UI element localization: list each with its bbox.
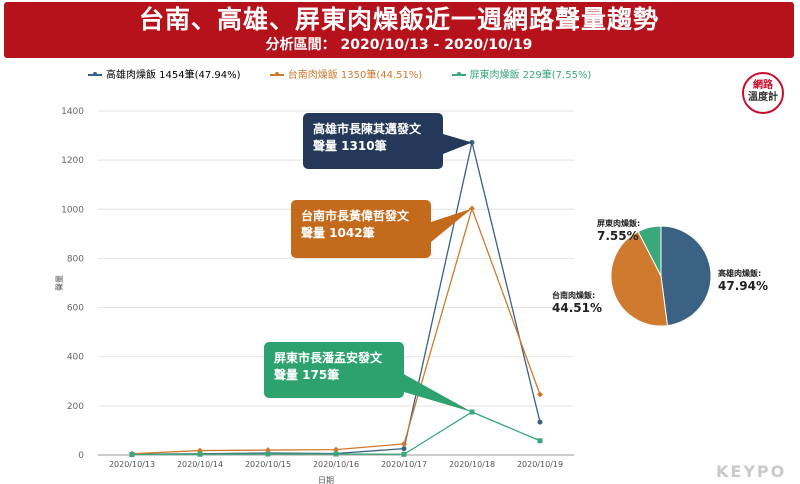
data-point xyxy=(537,438,543,444)
title-banner: 台南、高雄、屏東肉燥飯近一週網路聲量趨勢 分析區間： 2020/10/13 - … xyxy=(4,2,794,58)
legend-swatch xyxy=(88,72,102,76)
annotation-text: 台南市長黃偉哲發文 xyxy=(301,209,410,223)
data-point xyxy=(537,419,543,425)
legend-swatch xyxy=(451,72,466,76)
legend-label: 屏東肉燥飯 229筆(7.55%) xyxy=(469,70,592,81)
x-tick-label: 2020/10/17 xyxy=(381,460,427,469)
annotation-text: 屏東市長潘孟安發文 xyxy=(274,351,383,365)
data-point xyxy=(401,440,407,447)
annotation-kaohsiung: 高雄市長陳其邁發文 聲量 1310筆 xyxy=(303,113,443,169)
annotation-pointer xyxy=(443,134,472,154)
legend-item-pingtung[interactable]: 屏東肉燥飯 229筆(7.55%) xyxy=(451,66,592,81)
data-point xyxy=(333,446,339,453)
pie-slice xyxy=(610,230,669,327)
page-title: 台南、高雄、屏東肉燥飯近一週網路聲量趨勢 xyxy=(138,5,659,34)
logo-text: 溫度計 xyxy=(748,92,778,103)
x-tick-label: 2020/10/15 xyxy=(245,460,291,469)
page-subtitle: 分析區間： 2020/10/13 - 2020/10/19 xyxy=(265,37,533,53)
y-tick-label: 1000 xyxy=(61,205,84,215)
brand-logo: 網路 溫度計 xyxy=(742,72,784,114)
pie-label-name: 台南肉燥飯: xyxy=(552,291,596,300)
legend-label: 高雄肉燥飯 1454筆(47.94%) xyxy=(106,70,241,81)
y-tick-label: 0 xyxy=(78,451,84,461)
pie-label-pingtung: 屏東肉燥飯: 7.55% xyxy=(597,218,640,242)
data-point xyxy=(333,451,339,457)
annotation-pointer xyxy=(431,208,472,242)
chart-legend: 高雄肉燥飯 1454筆(47.94%) 台南肉燥飯 1350筆(44.51%) … xyxy=(88,66,617,81)
y-tick-label: 800 xyxy=(67,254,84,264)
data-point xyxy=(265,451,271,457)
annotation-text: 聲量 1042筆 xyxy=(301,226,375,240)
y-axis-title: 聲量 xyxy=(55,275,64,291)
logo-text: 網路 xyxy=(753,80,773,91)
data-point xyxy=(401,446,407,452)
y-tick-label: 200 xyxy=(67,402,84,412)
x-tick-label: 2020/10/18 xyxy=(449,460,495,469)
x-tick-label: 2020/10/16 xyxy=(313,460,359,469)
x-tick-label: 2020/10/19 xyxy=(517,460,563,469)
x-axis-title: 日期 xyxy=(318,476,334,484)
series-line xyxy=(131,142,541,455)
legend-item-tainan[interactable]: 台南肉燥飯 1350筆(44.51%) xyxy=(269,66,423,81)
annotation-pointer xyxy=(400,372,472,412)
x-tick-label: 2020/10/13 xyxy=(109,460,155,469)
annotation-pingtung: 屏東市長潘孟安發文 聲量 175筆 xyxy=(264,342,404,398)
pie-slice xyxy=(637,225,662,277)
pie-label-kaohsiung: 高雄肉燥飯: 47.94% xyxy=(718,268,768,292)
y-tick-label: 1200 xyxy=(61,156,84,166)
legend-swatch xyxy=(269,72,284,76)
pie-label-value: 44.51% xyxy=(552,301,602,315)
data-point xyxy=(537,391,543,398)
pie-label-value: 7.55% xyxy=(597,229,639,243)
annotation-text: 聲量 175筆 xyxy=(274,368,340,382)
legend-label: 台南肉燥飯 1350筆(44.51%) xyxy=(287,70,423,81)
y-tick-label: 400 xyxy=(67,353,84,363)
pie-label-name: 屏東肉燥飯: xyxy=(597,219,641,228)
pie-slice xyxy=(660,225,712,327)
pie-label-value: 47.94% xyxy=(718,279,768,293)
data-point xyxy=(197,451,203,457)
annotation-text: 高雄市長陳其邁發文 xyxy=(313,122,422,136)
annotation-text: 聲量 1310筆 xyxy=(313,139,387,153)
keypo-watermark: KEYPO xyxy=(716,462,787,481)
pie-label-name: 高雄肉燥飯: xyxy=(718,269,762,278)
pie-label-tainan: 台南肉燥飯: 44.51% xyxy=(552,290,602,314)
data-point xyxy=(401,451,407,457)
annotation-tainan: 台南市長黃偉哲發文 聲量 1042筆 xyxy=(291,200,431,258)
y-tick-label: 1400 xyxy=(61,107,84,117)
x-tick-label: 2020/10/14 xyxy=(177,460,223,469)
y-tick-label: 600 xyxy=(67,304,84,314)
data-point xyxy=(129,452,135,458)
legend-item-kaohsiung[interactable]: 高雄肉燥飯 1454筆(47.94%) xyxy=(88,66,241,81)
